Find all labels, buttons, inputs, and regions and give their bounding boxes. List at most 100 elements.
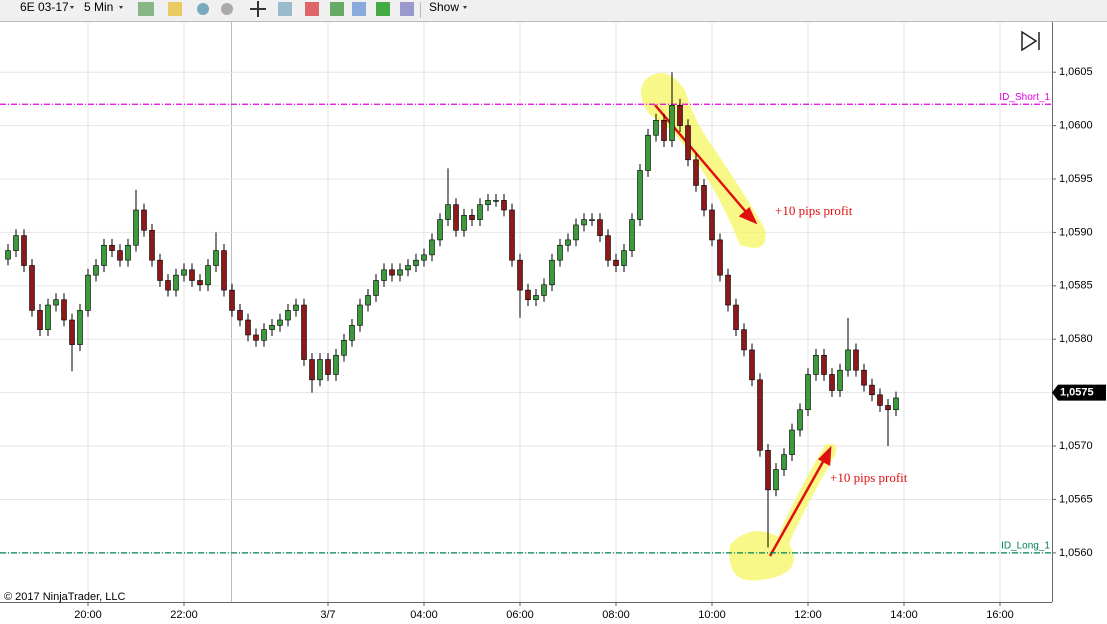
candle-body <box>117 250 123 261</box>
candle-body <box>189 269 195 281</box>
candle-body <box>789 429 795 455</box>
candle-body <box>549 259 555 286</box>
candle-body <box>429 239 435 256</box>
candle-body <box>509 209 515 261</box>
candle-body <box>733 304 739 330</box>
toolbar <box>0 0 1107 22</box>
candle-body <box>773 469 779 491</box>
show-menu[interactable]: Show <box>429 0 459 14</box>
candle-body <box>693 159 699 186</box>
candle-body <box>725 274 731 306</box>
candle-body <box>149 229 155 261</box>
dropdown-arrow <box>463 6 467 9</box>
candle-body <box>461 215 467 231</box>
x-tick-label: 12:00 <box>794 609 822 621</box>
annotation: +10 pips profit <box>775 203 853 218</box>
y-tick-label: 1,0600 <box>1059 120 1093 132</box>
candle-body <box>573 224 579 241</box>
candle-body <box>53 299 59 306</box>
candle-body <box>213 250 219 266</box>
candle-body <box>317 359 323 381</box>
x-tick-label: 16:00 <box>986 609 1014 621</box>
candle-body <box>29 265 35 311</box>
y-tick-label: 1,0595 <box>1059 173 1093 185</box>
candle-body <box>533 295 539 301</box>
candle-body <box>653 119 659 136</box>
x-tick-label: 08:00 <box>602 609 630 621</box>
candle-body <box>413 259 419 266</box>
candle-body <box>453 204 459 231</box>
candle-body <box>613 259 619 266</box>
candle-body <box>853 349 859 371</box>
candle-body <box>277 319 283 326</box>
y-tick-label: 1,0565 <box>1059 493 1093 505</box>
candle-body <box>565 239 571 246</box>
candle-body <box>517 259 523 291</box>
x-tick-label: 22:00 <box>170 609 198 621</box>
candle-body <box>869 384 875 396</box>
candle-body <box>205 265 211 286</box>
candle-body <box>173 274 179 291</box>
y-tick-label: 1,0590 <box>1059 226 1093 238</box>
candle-body <box>557 244 563 261</box>
candle-body <box>229 289 235 311</box>
dropdown-arrow <box>70 6 74 9</box>
x-tick-label: 10:00 <box>698 609 726 621</box>
candle-body <box>821 354 827 375</box>
candle-body <box>405 265 411 271</box>
candle-body <box>45 304 51 330</box>
candle-body <box>309 359 315 381</box>
candle-body <box>301 304 307 360</box>
candle-body <box>381 269 387 281</box>
candle-body <box>637 170 643 220</box>
candle-body <box>389 269 395 276</box>
candle-body <box>293 304 299 311</box>
candle-body <box>237 310 243 321</box>
candle-body <box>485 200 491 205</box>
candle-body <box>261 329 267 341</box>
candle-body <box>357 304 363 326</box>
candle-body <box>69 319 75 345</box>
candle-body <box>813 354 819 375</box>
grid <box>0 22 1052 602</box>
candle-body <box>717 239 723 276</box>
candle-body <box>605 235 611 261</box>
candle-body <box>221 250 227 291</box>
candle-body <box>493 200 499 202</box>
candle-body <box>765 450 771 491</box>
candle-body <box>77 310 83 345</box>
candle-body <box>525 289 531 301</box>
y-tick-label: 1,0570 <box>1059 440 1093 452</box>
last-price-label: 1,0575 <box>1060 387 1094 399</box>
candle-body <box>749 349 755 381</box>
candle-body <box>349 325 355 341</box>
candle-body <box>333 354 339 375</box>
instrument-selector[interactable]: 6E 03-17 <box>20 0 69 14</box>
y-tick-label: 1,0605 <box>1059 66 1093 78</box>
candle-body <box>501 200 507 211</box>
x-tick-label: 06:00 <box>506 609 534 621</box>
candle-body <box>285 310 291 321</box>
candle-body <box>845 349 851 371</box>
scroll-end-button[interactable] <box>1021 30 1040 52</box>
candle-body <box>701 185 707 211</box>
candle-body <box>661 119 667 141</box>
candle-body <box>677 105 683 126</box>
candle-body <box>581 219 587 226</box>
toolbar-icons[interactable] <box>138 1 414 17</box>
y-tick-label: 1,0560 <box>1059 547 1093 559</box>
candle-body <box>829 374 835 391</box>
y-tick-label: 1,0580 <box>1059 333 1093 345</box>
candle-body <box>893 397 899 411</box>
candle-body <box>21 235 27 266</box>
candle-body <box>397 269 403 276</box>
candle-body <box>341 340 347 356</box>
candle-body <box>589 219 595 221</box>
candle-body <box>253 334 259 341</box>
interval-selector[interactable]: 5 Min <box>84 0 113 14</box>
candle-body <box>325 359 331 375</box>
candle-body <box>109 244 115 251</box>
candle-body <box>597 219 603 236</box>
candle-body <box>437 219 443 241</box>
